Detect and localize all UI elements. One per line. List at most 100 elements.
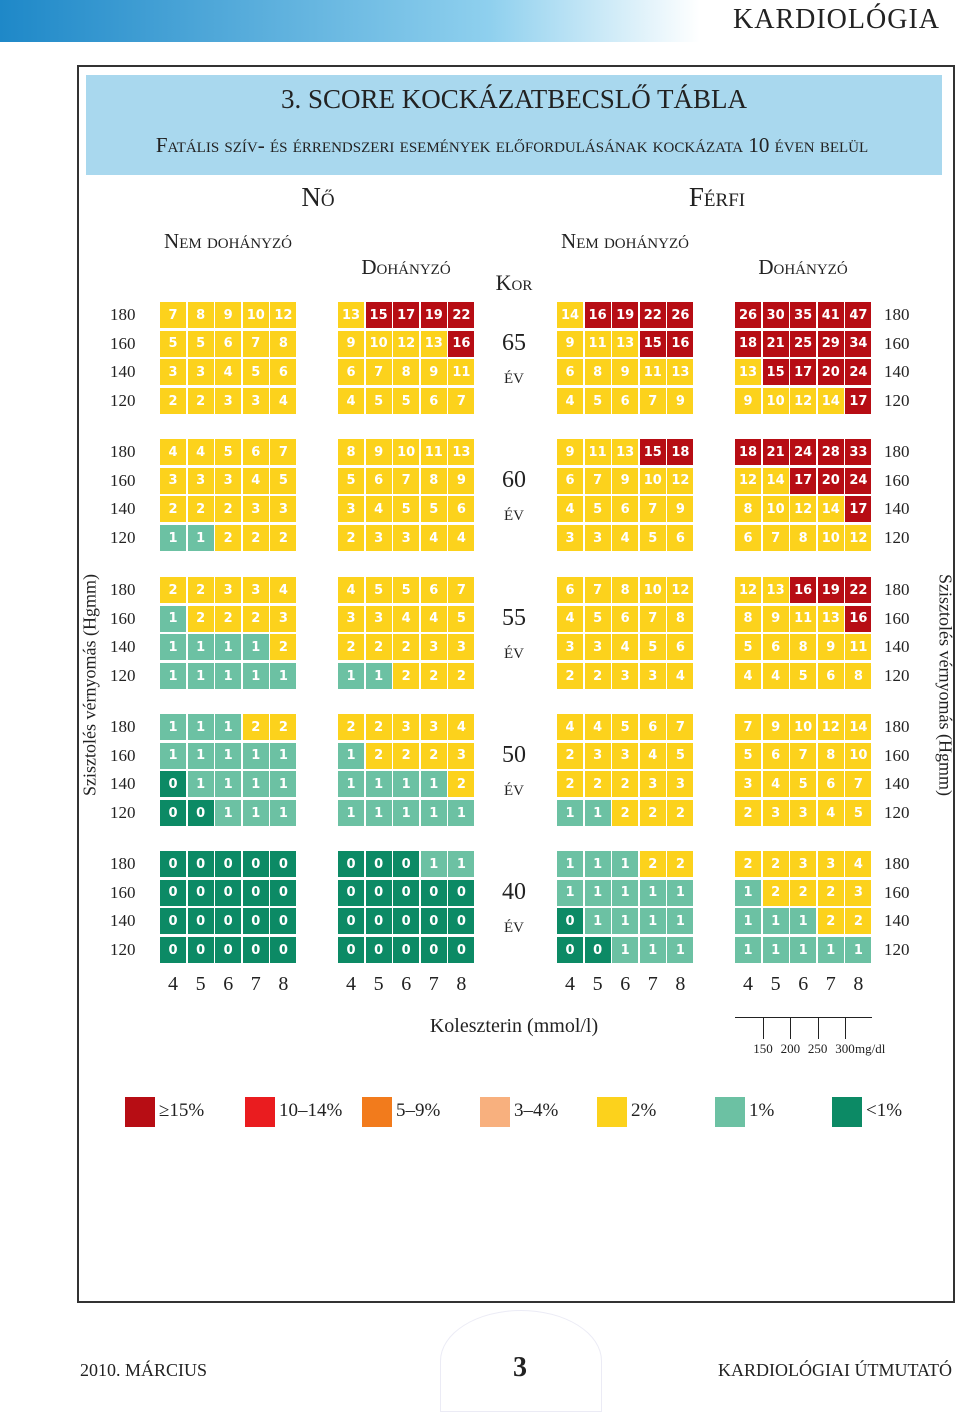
risk-cell: 5 <box>639 525 666 552</box>
risk-cell: 0 <box>187 937 214 964</box>
risk-cell: 13 <box>448 439 475 465</box>
risk-cell: 0 <box>242 879 269 906</box>
risk-cell: 8 <box>584 359 611 386</box>
right-axis-label: Szisztolés vérnyomás (Hgmm) <box>935 574 956 796</box>
risk-cell: 9 <box>420 359 447 386</box>
risk-cell: 1 <box>338 771 364 798</box>
risk-cell: 3 <box>270 605 297 632</box>
risk-cell: 4 <box>584 714 611 740</box>
risk-cell: 7 <box>639 496 666 523</box>
risk-cell: 10 <box>762 388 789 415</box>
risk-cell: 1 <box>762 937 789 964</box>
risk-cell: 7 <box>735 714 761 740</box>
risk-cell: 12 <box>667 577 694 603</box>
risk-cell: 3 <box>584 634 611 661</box>
footer-publication: KARDIOLÓGIAI ÚTMUTATÓ <box>717 1360 952 1380</box>
cholesterol-tick: 4 <box>168 973 178 995</box>
risk-cell: 14 <box>557 302 583 328</box>
title: 3. SCORE KOCKÁZATBECSLŐ TÁBLA <box>280 84 748 114</box>
risk-cell: 2 <box>448 663 475 690</box>
bp-label: 160 <box>884 882 910 902</box>
risk-cell: 16 <box>845 605 872 632</box>
risk-cell: 5 <box>393 577 420 603</box>
bp-label: 120 <box>884 391 910 411</box>
risk-cell: 0 <box>160 908 186 935</box>
risk-cell: 4 <box>338 388 364 415</box>
risk-cell: 29 <box>817 330 844 357</box>
risk-cell: 8 <box>735 605 761 632</box>
cholesterol-tick: 8 <box>456 973 467 995</box>
bp-label: 180 <box>110 854 136 873</box>
risk-cell: 20 <box>817 467 844 494</box>
risk-cell: 1 <box>215 663 242 690</box>
risk-cell: 4 <box>612 634 639 661</box>
risk-cell: 2 <box>817 879 844 906</box>
risk-cell: 47 <box>845 302 872 328</box>
risk-cell: 8 <box>790 525 817 552</box>
risk-cell: 0 <box>160 851 186 877</box>
risk-cell: 3 <box>584 525 611 552</box>
risk-cell: 4 <box>448 714 475 740</box>
risk-cell: 15 <box>762 359 789 386</box>
risk-cell: 0 <box>393 879 420 906</box>
risk-cell: 3 <box>187 359 214 386</box>
risk-cell: 15 <box>365 302 392 328</box>
age-unit: év <box>504 501 524 525</box>
risk-cell: 1 <box>338 663 364 690</box>
risk-cell: 6 <box>557 359 583 386</box>
risk-cell: 1 <box>215 771 242 798</box>
risk-cell: 1 <box>790 908 817 935</box>
risk-cell: 6 <box>735 525 761 552</box>
mgdl-scale-line <box>735 1017 872 1018</box>
risk-cell: 2 <box>639 800 666 827</box>
risk-cell: 5 <box>338 467 364 494</box>
risk-cell: 4 <box>762 771 789 798</box>
risk-cell: 3 <box>242 496 269 523</box>
risk-cell: 24 <box>845 467 872 494</box>
risk-cell: 4 <box>557 388 583 415</box>
age-value: 50 <box>502 742 526 768</box>
risk-cell: 1 <box>187 634 214 661</box>
risk-cell: 2 <box>762 879 789 906</box>
risk-cell: 16 <box>448 330 475 357</box>
risk-cell: 2 <box>242 605 269 632</box>
risk-cell: 2 <box>735 851 761 877</box>
risk-cell: 34 <box>845 330 872 357</box>
risk-cell: 1 <box>448 800 475 827</box>
risk-cell: 0 <box>365 851 392 877</box>
risk-cell: 5 <box>215 439 242 465</box>
age-unit: év <box>504 639 524 663</box>
group-label: Dohányzó <box>758 255 848 279</box>
bp-label: 160 <box>110 333 136 353</box>
risk-cell: 1 <box>735 879 761 906</box>
risk-cell: 1 <box>242 742 269 769</box>
risk-cell: 3 <box>365 605 392 632</box>
risk-cell: 0 <box>270 879 297 906</box>
risk-cell: 13 <box>420 330 447 357</box>
risk-cell: 12 <box>817 714 844 740</box>
risk-cell: 4 <box>557 714 583 740</box>
risk-cell: 9 <box>338 330 364 357</box>
bp-label: 180 <box>110 717 136 736</box>
cholesterol-tick: 6 <box>401 973 412 995</box>
risk-cell: 6 <box>639 714 666 740</box>
risk-cell: 0 <box>557 937 583 964</box>
section-title: KARDIOLÓGIA <box>733 4 940 35</box>
risk-cell: 1 <box>612 851 639 877</box>
bp-label: 140 <box>110 362 136 382</box>
risk-cell: 11 <box>448 359 475 386</box>
legend-swatch <box>125 1097 155 1127</box>
risk-cell: 2 <box>270 714 297 740</box>
risk-cell: 3 <box>845 879 872 906</box>
risk-cell: 13 <box>817 605 844 632</box>
risk-cell: 7 <box>393 467 420 494</box>
bp-label: 180 <box>884 442 910 461</box>
risk-cell: 1 <box>420 851 447 877</box>
risk-cell: 0 <box>187 851 214 877</box>
risk-cell: 8 <box>612 577 639 603</box>
risk-cell: 1 <box>215 800 242 827</box>
age-header: Kor <box>495 270 533 295</box>
risk-cell: 1 <box>270 663 297 690</box>
mgdl-tick <box>845 1017 846 1039</box>
risk-cell: 8 <box>817 742 844 769</box>
